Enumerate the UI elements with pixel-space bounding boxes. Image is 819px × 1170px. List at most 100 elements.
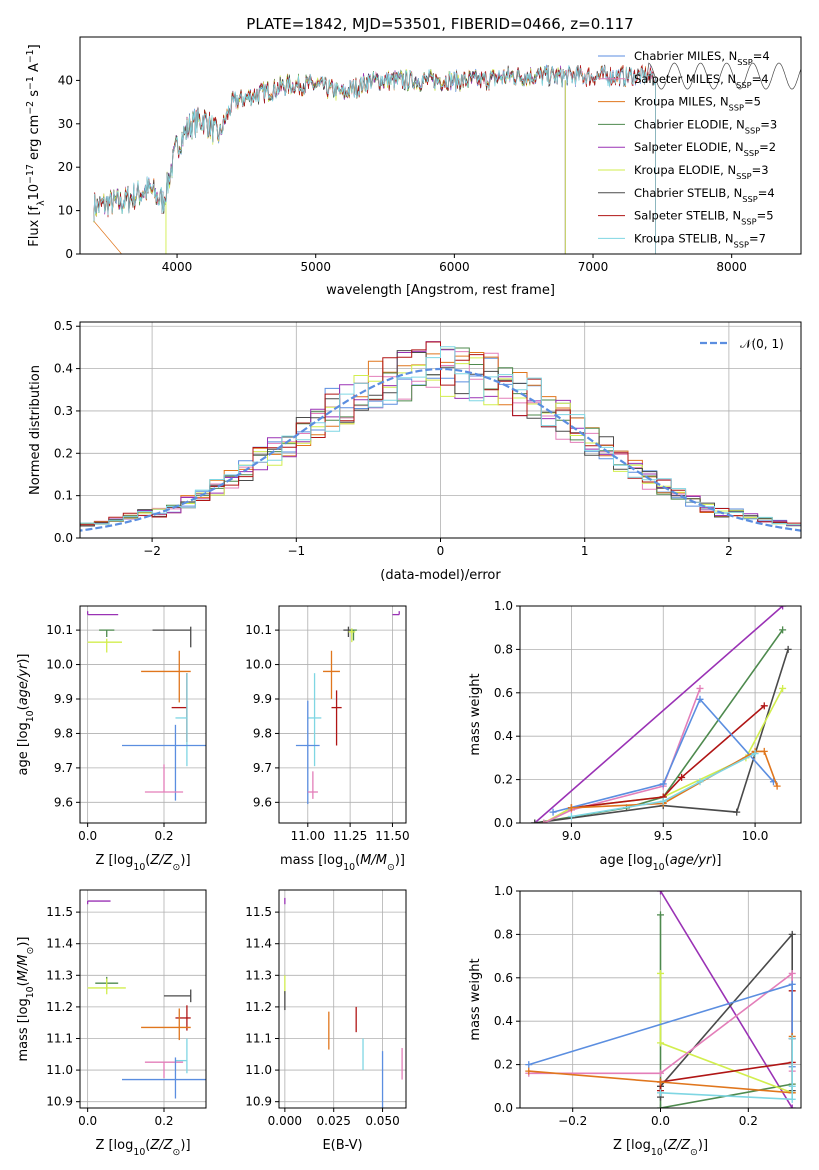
- age-vs-mass-xlabel-part: )]: [395, 853, 405, 868]
- y-tick-label: 9.7: [54, 761, 73, 775]
- age-vs-Z-xlabel-part: Z [log: [95, 853, 133, 868]
- spectrum-line-chabrier_miles: [93, 64, 656, 220]
- weight-vs-Z-marker-kroupa_elodie: [657, 969, 664, 977]
- histogram-step-kroupa_stelib: [80, 346, 801, 527]
- spectrum-line-salpeter_miles: [93, 65, 656, 218]
- legend-label-salpeter_miles-part: SSP: [736, 80, 751, 90]
- weight-vs-age-marker-salpeter_stelib: [760, 702, 768, 710]
- mass-vs-Z-xlabel-part: )]: [180, 1138, 190, 1153]
- y-tick-label: 0.6: [494, 971, 513, 985]
- weight-vs-Z-xlabel-part: Z [log: [613, 1138, 651, 1153]
- x-tick-label: 0.0: [651, 1114, 670, 1128]
- x-tick-label: −0.2: [558, 1114, 587, 1128]
- x-tick-label: 0.025: [317, 1114, 351, 1128]
- age-vs-Z-ylabel-part: 10: [25, 710, 36, 722]
- legend-label-salpeter_miles-part: Salpeter MILES, N: [634, 72, 736, 86]
- weight-vs-age-xlabel-part: /: [693, 853, 700, 868]
- y-tick-label: 0.8: [494, 927, 513, 941]
- weight-vs-Z: −0.2 0.0 0.20.00.20.40.60.81.0Z [log10(Z/Z…: [468, 884, 802, 1158]
- age-vs-Z-xlabel-part: ⊙: [173, 862, 181, 873]
- y-tick-label: 20: [58, 160, 73, 174]
- legend-label-chabrier_miles-part: Chabrier MILES, N: [634, 49, 737, 63]
- gauss-curve: [80, 367, 801, 532]
- x-tick-label: 11.50: [375, 829, 409, 843]
- histogram-axes: −2 −1 0 1 2 0.0 0.1 0.2 0.3 0.4 0.5 𝒩(0, 1) (data-mo…: [28, 319, 802, 583]
- plot-area: [525, 891, 796, 1108]
- y-tick-label: 11.0: [245, 1063, 272, 1077]
- weight-vs-age-marker-chabrier_elodie: [779, 626, 787, 634]
- y-tick-label: 9.9: [54, 692, 73, 706]
- x-tick-label: 0.000: [268, 1114, 302, 1128]
- weight-vs-age-line-chabrier_stelib: [534, 649, 789, 823]
- mass-vs-Z-xlabel-part: Z: [149, 1138, 160, 1153]
- y-tick-label: 1.0: [494, 884, 513, 898]
- y-tick-label: 10.0: [46, 658, 73, 672]
- histogram-step-chabrier_miles: [80, 357, 801, 528]
- weight-vs-Z-xlabel-part: 10: [651, 1147, 663, 1158]
- age-vs-mass-xlabel-part: mass [log: [280, 853, 343, 868]
- y-tick-label: 0.3: [54, 404, 73, 418]
- legend-label-kroupa_elodie-part: =3: [752, 163, 769, 177]
- weight-vs-age-marker-kroupa_elodie: [779, 684, 787, 692]
- weight-vs-Z-xlabel-part: Z: [667, 1138, 678, 1153]
- weight-vs-age-marker-kroupa_stelib: [659, 797, 667, 805]
- weight-vs-Z-xlabel-part: (: [663, 1138, 668, 1153]
- axes-frame: [278, 605, 407, 824]
- legend-label-salpeter_elodie-part: =2: [759, 140, 776, 154]
- y-tick-label: 11.2: [245, 1000, 272, 1014]
- y-tick-label: 11.2: [46, 1000, 73, 1014]
- weight-vs-Z-line-kroupa_stelib: [660, 1038, 794, 1101]
- x-tick-label: 0.2: [154, 1114, 173, 1128]
- plot-area: [295, 611, 400, 805]
- legend-label-kroupa_stelib: Kroupa STELIB, NSSP=7: [634, 231, 766, 249]
- weight-vs-Z-xlabel-part: /: [676, 1138, 683, 1153]
- age-vs-mass-xlabel-part: 10: [343, 862, 355, 873]
- mass-vs-Z-xlabel-part: ⊙: [173, 1147, 181, 1158]
- histogram-xlabel: (data-model)/error: [380, 568, 501, 583]
- weight-vs-Z-marker-kroupa_miles: [525, 1067, 533, 1075]
- mass-vs-Z-xlabel: Z [log10(Z/Z⊙)]: [95, 1138, 190, 1158]
- y-tick-label: 0: [65, 247, 73, 261]
- weight-vs-Z-xlabel-part: )]: [698, 1138, 708, 1153]
- weight-vs-age-marker-kroupa_miles: [773, 782, 781, 790]
- y-tick-label: 9.8: [253, 726, 272, 740]
- mass-vs-Z-xlabel-part: Z: [163, 1138, 174, 1153]
- legend-label-kroupa_miles: Kroupa MILES, NSSP=5: [634, 95, 761, 113]
- weight-vs-age-line-chabrier_miles: [552, 697, 775, 813]
- mass-vs-Z-xlabel-part: 10: [133, 1147, 145, 1158]
- weight-vs-Z-xlabel-part: ⊙: [690, 1147, 698, 1158]
- spectrum-ylabel-part: −17: [25, 164, 36, 184]
- y-tick-label: 40: [58, 73, 73, 87]
- y-tick-label: 10.1: [46, 623, 73, 637]
- weight-vs-age-ylabel: mass weight: [468, 673, 483, 755]
- plot-area: [86, 900, 206, 1099]
- weight-vs-age-marker-chabrier_miles: [696, 695, 704, 703]
- legend-label-chabrier_miles-part: =4: [753, 49, 770, 63]
- x-tick-label: 7000: [578, 260, 609, 274]
- weight-vs-age-line-salpeter_elodie: [534, 606, 784, 823]
- legend-label-kroupa_elodie-part: SSP: [736, 171, 751, 181]
- y-tick-label: 0.2: [54, 446, 73, 460]
- legend-label-chabrier_stelib-part: Chabrier STELIB, N: [634, 186, 742, 200]
- y-tick-label: 0.4: [494, 1014, 513, 1028]
- age-vs-mass-xlabel-part: M: [360, 853, 371, 868]
- legend-label-chabrier_elodie-part: Chabrier ELODIE, N: [634, 117, 745, 131]
- y-tick-label: 10.1: [245, 623, 272, 637]
- spectrum-ylabel-part: A: [27, 63, 42, 76]
- age-vs-Z-xlabel-part: )]: [180, 853, 190, 868]
- axes-frame: [79, 36, 802, 255]
- y-tick-label: 0.4: [54, 362, 73, 376]
- weight-vs-age-line-chabrier_elodie: [534, 629, 784, 823]
- legend-label-chabrier_elodie-part: SSP: [745, 125, 760, 135]
- legend-label-salpeter_elodie-part: SSP: [744, 148, 759, 158]
- y-tick-label: 11.0: [46, 1063, 73, 1077]
- weight-vs-age-marker-chabrier_stelib: [531, 819, 539, 823]
- x-tick-label: 11.00: [291, 829, 325, 843]
- age-vs-mass-xlabel-part: (: [355, 853, 360, 868]
- x-tick-label: 0.2: [154, 829, 173, 843]
- age-vs-Z-xlabel-part: 10: [133, 862, 145, 873]
- mass-vs-Z-ylabel: mass [log10(M/M⊙)]: [16, 937, 36, 1062]
- weight-vs-Z-marker-chabrier_elodie: [657, 911, 664, 919]
- weight-vs-age-marker-kroupa_stelib: [696, 778, 704, 786]
